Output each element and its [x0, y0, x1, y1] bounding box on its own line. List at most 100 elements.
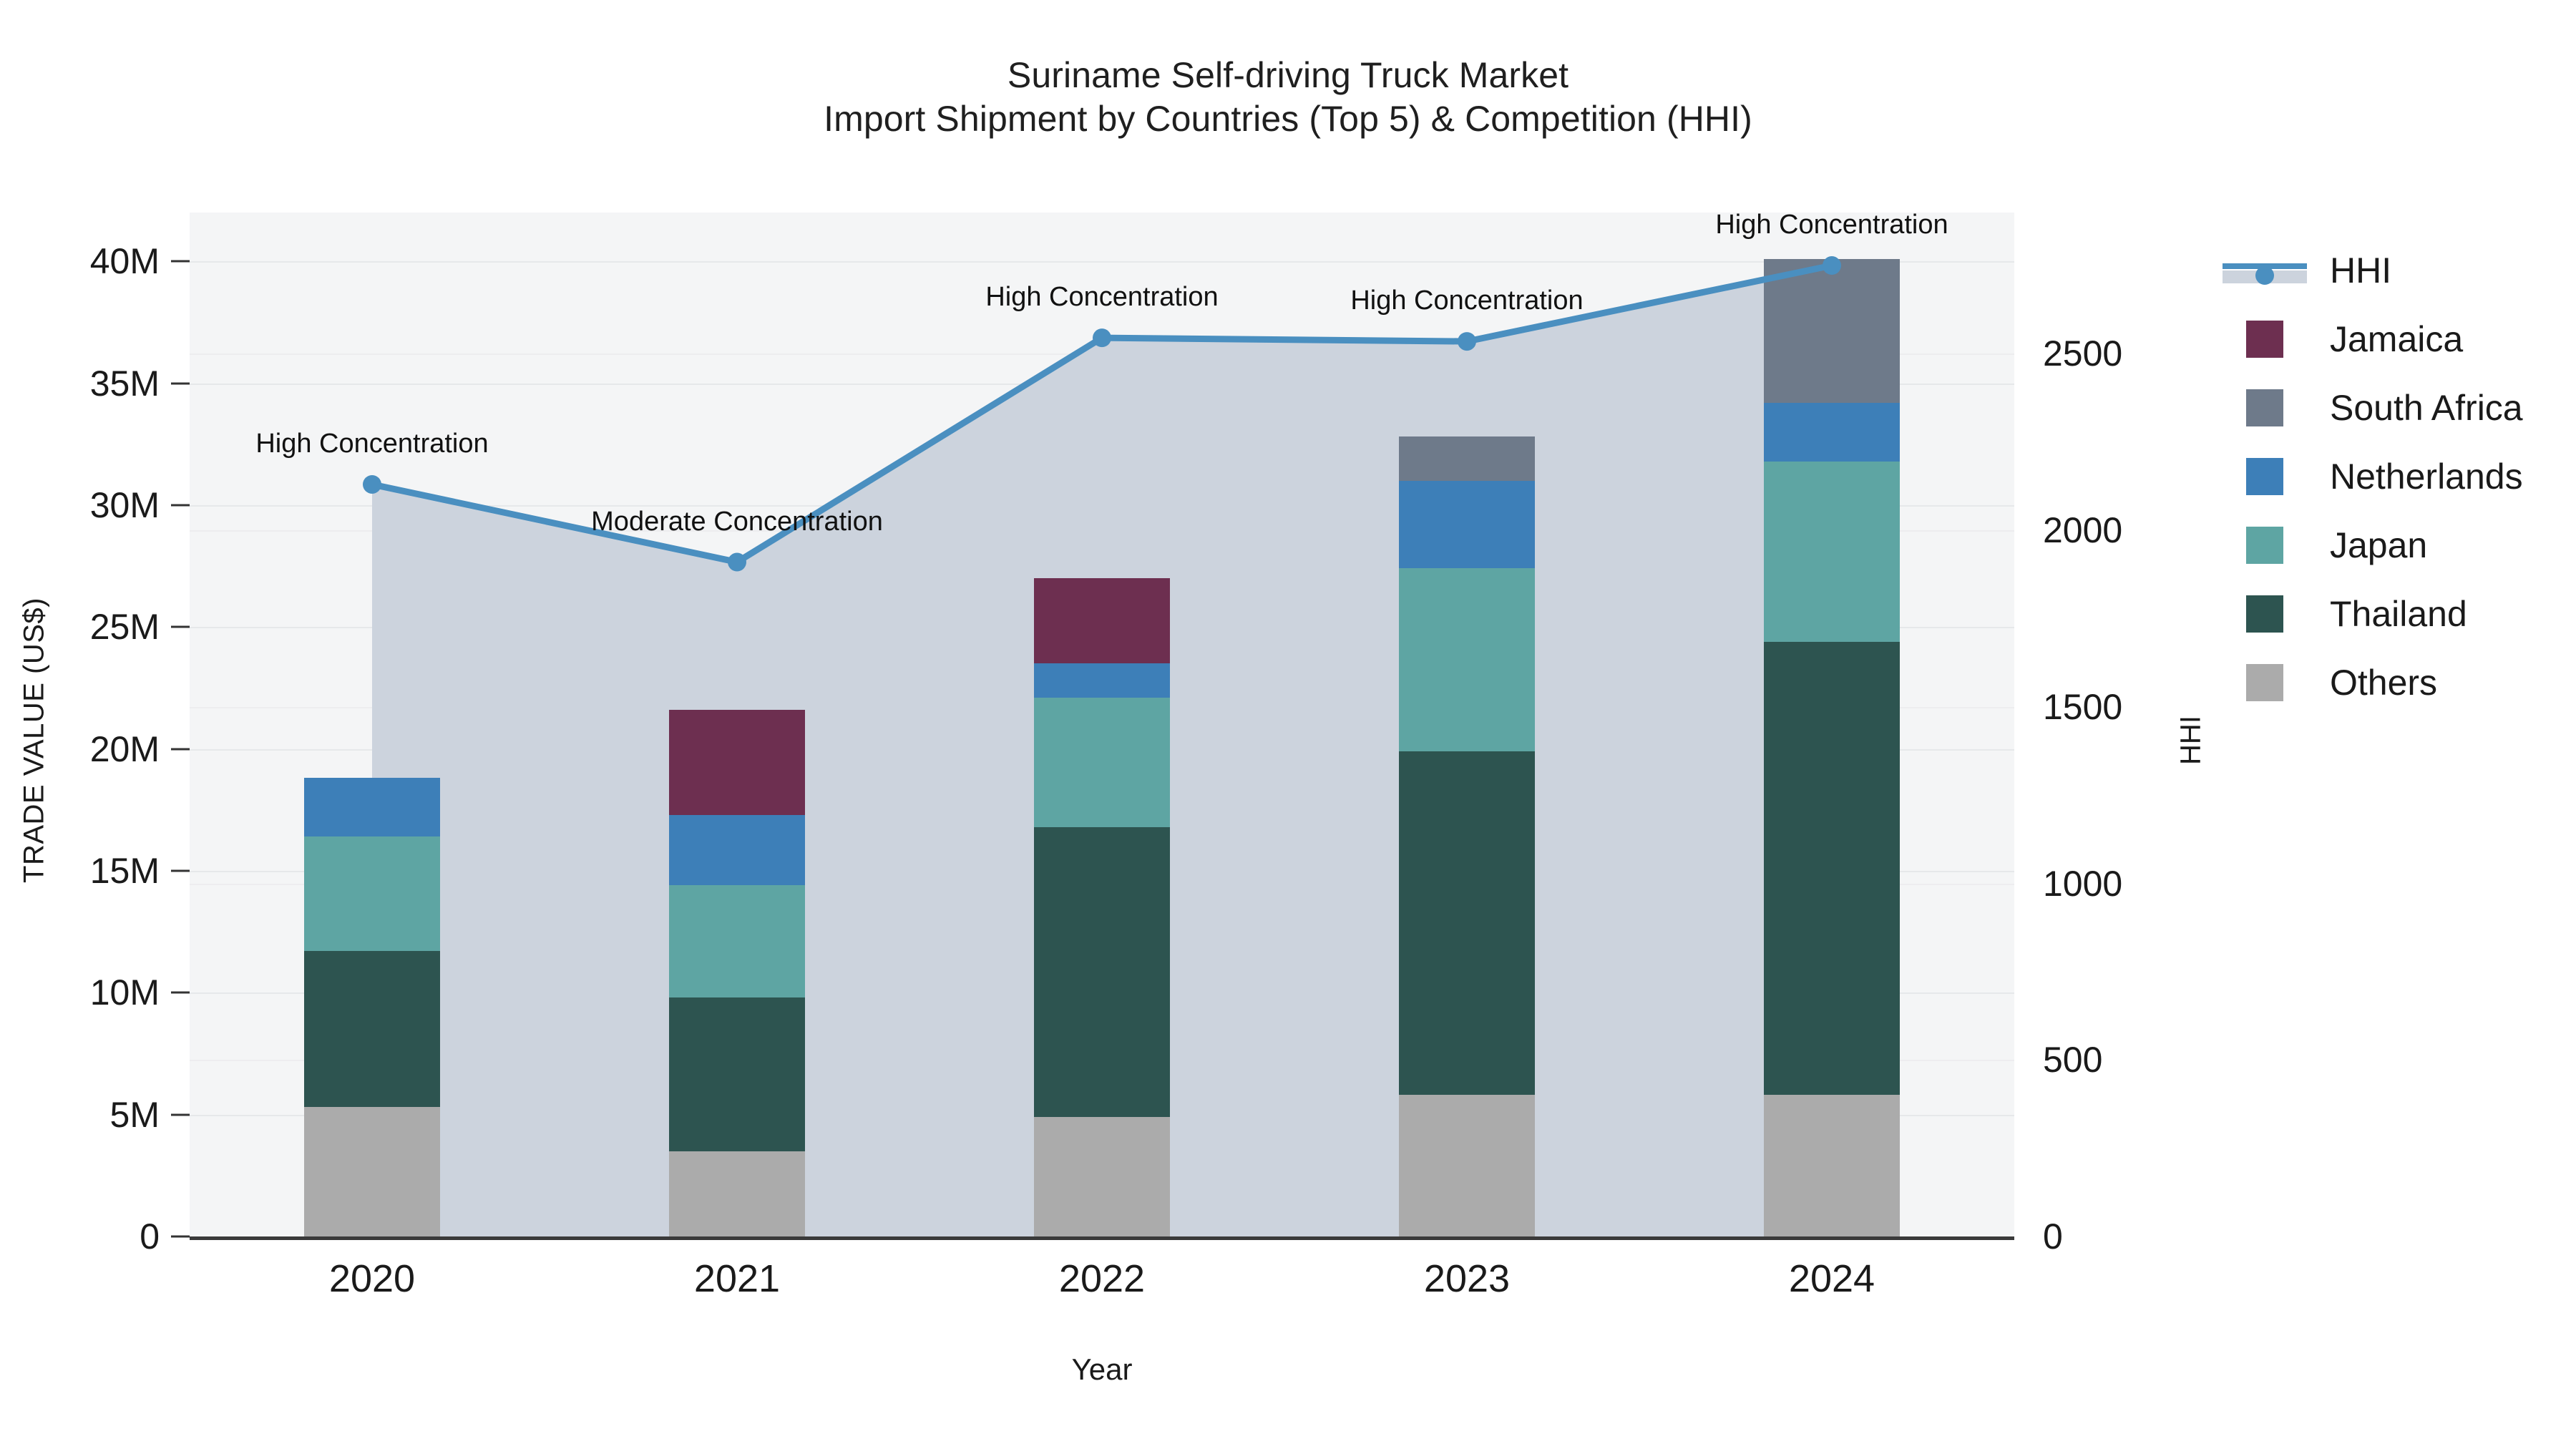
bar-segment-netherlands[interactable]: [669, 814, 805, 886]
hhi-data-point: [728, 552, 746, 572]
x-axis-ticks: 2020 2021 2022 2023 2024: [190, 1236, 2014, 1322]
y-axis-left-tick-label: 25M: [89, 607, 160, 648]
legend-color-swatch: [2246, 321, 2283, 358]
legend-line-icon: [2218, 249, 2311, 292]
legend-swatch-icon: [2218, 386, 2311, 429]
legend-item-label: Netherlands: [2330, 457, 2523, 497]
hhi-data-point: [1093, 328, 1111, 348]
legend-item-netherlands[interactable]: Netherlands: [2218, 442, 2576, 511]
legend-item-jamaica[interactable]: Jamaica: [2218, 305, 2576, 374]
bar-segment-netherlands[interactable]: [1764, 402, 1900, 462]
y-axis-left-tick-mark: [171, 625, 190, 628]
y-axis-left-tick-mark: [171, 1113, 190, 1116]
y-axis-right-tick-label: 2500: [2043, 333, 2123, 374]
legend-item-hhi[interactable]: HHI: [2218, 236, 2576, 305]
y-axis-left-tick-mark: [171, 748, 190, 751]
chart-title-line-2: Import Shipment by Countries (Top 5) & C…: [824, 99, 1752, 139]
y-axis-left-tick-label: 30M: [89, 484, 160, 525]
bar-group[interactable]: [1764, 213, 1900, 1236]
bar-segment-others[interactable]: [304, 1107, 440, 1236]
legend-color-swatch: [2246, 664, 2283, 701]
bar-segment-jamaica[interactable]: [1034, 578, 1170, 664]
bar-group[interactable]: [1399, 213, 1535, 1236]
y-axis-right-tick-label: 1500: [2043, 686, 2123, 727]
y-axis-right-label: HHI: [2175, 716, 2207, 765]
legend-color-swatch: [2246, 458, 2283, 495]
bar-segment-netherlands[interactable]: [1034, 663, 1170, 698]
bar-segment-japan[interactable]: [1764, 461, 1900, 642]
bar-group[interactable]: [304, 213, 440, 1236]
x-axis-tick-label: 2022: [1058, 1257, 1146, 1300]
hhi-data-point: [1458, 332, 1476, 351]
legend-color-swatch: [2246, 389, 2283, 426]
bar-segment-others[interactable]: [1034, 1117, 1170, 1236]
hhi-annotation: Moderate Concentration: [591, 506, 883, 537]
bar-segment-others[interactable]: [1764, 1095, 1900, 1236]
y-axis-left-tick-label: 0: [140, 1216, 160, 1257]
bar-segment-others[interactable]: [669, 1151, 805, 1236]
legend-swatch-icon: [2218, 318, 2311, 361]
bar-segment-japan[interactable]: [304, 836, 440, 952]
legend-color-swatch: [2246, 595, 2283, 633]
y-axis-left-tick-mark: [171, 260, 190, 263]
hhi-annotation: High Concentration: [985, 282, 1219, 313]
x-axis-label: Year: [1071, 1352, 1133, 1386]
bar-segment-netherlands[interactable]: [1399, 480, 1535, 569]
legend-swatch-icon: [2218, 661, 2311, 704]
y-axis-left-tick-label: 35M: [89, 363, 160, 404]
x-axis-tick-label: 2021: [693, 1257, 781, 1300]
bar-segment-japan[interactable]: [669, 885, 805, 998]
legend-item-south-africa[interactable]: South Africa: [2218, 374, 2576, 442]
hhi-line-series: [363, 256, 1841, 572]
hhi-annotation: High Concentration: [1350, 286, 1584, 316]
y-axis-left: 0 5M 10M 15M 20M 25M 30M 35M 40M: [0, 213, 190, 1257]
hhi-annotation: High Concentration: [255, 428, 489, 459]
legend-item-label: Thailand: [2330, 594, 2467, 634]
y-axis-right-tick-label: 2000: [2043, 510, 2123, 551]
y-axis-left-tick-label: 20M: [89, 728, 160, 769]
bar-segment-netherlands[interactable]: [304, 778, 440, 837]
legend-item-japan[interactable]: Japan: [2218, 511, 2576, 580]
bar-segment-thailand[interactable]: [1399, 751, 1535, 1096]
plot-area: [190, 213, 2014, 1238]
legend-item-label: South Africa: [2330, 388, 2523, 428]
bar-segment-others[interactable]: [1399, 1095, 1535, 1236]
bar-segment-south-africa[interactable]: [1764, 258, 1900, 403]
bar-segment-thailand[interactable]: [1764, 641, 1900, 1096]
y-axis-left-tick-mark: [171, 991, 190, 994]
y-axis-right-tick-label: 0: [2043, 1216, 2063, 1257]
chart-title-line-1: Suriname Self-driving Truck Market: [1007, 55, 1569, 95]
y-axis-right-tick-label: 1000: [2043, 863, 2123, 904]
y-axis-left-tick-mark: [171, 382, 190, 384]
y-axis-right: 0 500 1000 1500 2000 2500: [2014, 213, 2229, 1257]
legend-swatch-icon: [2218, 524, 2311, 567]
bar-group[interactable]: [1034, 213, 1170, 1236]
legend-item-label: HHI: [2330, 250, 2392, 291]
y-axis-left-tick-label: 5M: [109, 1094, 160, 1135]
bar-segment-south-africa[interactable]: [1399, 436, 1535, 481]
legend-line-marker: [2255, 266, 2274, 285]
legend-swatch-icon: [2218, 592, 2311, 635]
y-axis-left-tick-label: 40M: [89, 241, 160, 282]
x-axis-tick-label: 2020: [328, 1257, 416, 1300]
legend-item-thailand[interactable]: Thailand: [2218, 580, 2576, 648]
bar-segment-thailand[interactable]: [1034, 826, 1170, 1118]
y-axis-left-label: TRADE VALUE (US$): [18, 597, 50, 883]
bar-segment-thailand[interactable]: [669, 997, 805, 1151]
x-axis-line: [190, 1236, 2014, 1240]
hhi-annotation: High Concentration: [1715, 210, 1948, 240]
legend-item-label: Japan: [2330, 525, 2428, 565]
legend-item-others[interactable]: Others: [2218, 648, 2576, 717]
bar-segment-jamaica[interactable]: [669, 710, 805, 815]
bar-series-container: [190, 213, 2014, 1236]
y-axis-left-tick-mark: [171, 504, 190, 507]
gridline: [190, 261, 2014, 263]
bar-segment-japan[interactable]: [1034, 698, 1170, 827]
bar-group[interactable]: [669, 213, 805, 1236]
bar-segment-thailand[interactable]: [304, 951, 440, 1108]
y-axis-left-tick-mark: [171, 1235, 190, 1238]
legend-color-swatch: [2246, 527, 2283, 564]
chart-title: Suriname Self-driving Truck Market Impor…: [0, 54, 2576, 141]
bar-segment-japan[interactable]: [1399, 568, 1535, 751]
